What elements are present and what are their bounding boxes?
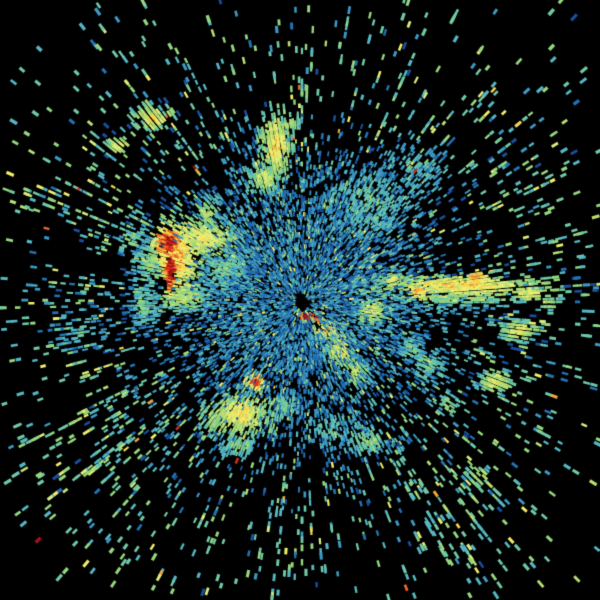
radar-reflectivity-display bbox=[0, 0, 600, 600]
radar-screen bbox=[0, 0, 600, 600]
